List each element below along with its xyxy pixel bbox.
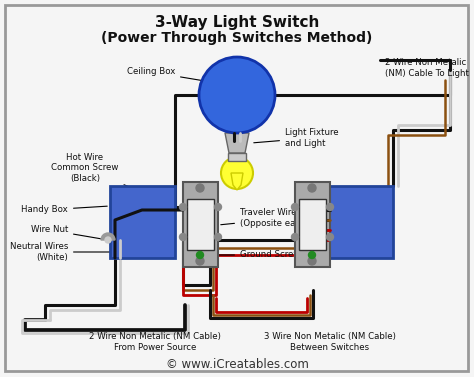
Text: Neutral Wires
(White): Neutral Wires (White) — [9, 242, 117, 262]
Text: 3-Way Light Switch: 3-Way Light Switch — [155, 14, 319, 29]
Circle shape — [292, 204, 299, 210]
FancyBboxPatch shape — [5, 5, 468, 371]
Text: Handy Box: Handy Box — [21, 205, 107, 215]
Text: 2 Wire Non Metalic (NM Cable)
From Power Source: 2 Wire Non Metalic (NM Cable) From Power… — [89, 332, 221, 352]
Text: (Power Through Switches Method): (Power Through Switches Method) — [101, 31, 373, 45]
Circle shape — [309, 251, 316, 259]
Circle shape — [292, 233, 299, 241]
Text: Ceiling Box: Ceiling Box — [127, 67, 226, 84]
Circle shape — [308, 184, 316, 192]
FancyBboxPatch shape — [299, 199, 326, 250]
Text: Traveler Wire Screws
(Opposite each other): Traveler Wire Screws (Opposite each othe… — [221, 208, 335, 228]
Circle shape — [327, 204, 334, 210]
Polygon shape — [231, 173, 243, 190]
Text: Ground Screw (Green): Ground Screw (Green) — [203, 250, 336, 259]
Circle shape — [308, 257, 316, 265]
FancyBboxPatch shape — [228, 153, 246, 161]
Polygon shape — [225, 133, 249, 153]
Circle shape — [196, 184, 204, 192]
FancyBboxPatch shape — [328, 186, 393, 258]
Text: Light Fixture
and Light: Light Fixture and Light — [254, 128, 338, 148]
FancyBboxPatch shape — [187, 199, 214, 250]
Circle shape — [196, 257, 204, 265]
Text: 2 Wire Non Metalic
(NM) Cable To Light: 2 Wire Non Metalic (NM) Cable To Light — [385, 58, 469, 78]
FancyBboxPatch shape — [295, 182, 330, 267]
Circle shape — [197, 251, 203, 259]
Circle shape — [180, 233, 186, 241]
Circle shape — [221, 157, 253, 189]
Circle shape — [105, 237, 111, 243]
Circle shape — [199, 57, 275, 133]
FancyBboxPatch shape — [183, 182, 218, 267]
Text: 3 Wire Non Metalic (NM Cable)
Between Switches: 3 Wire Non Metalic (NM Cable) Between Sw… — [264, 332, 396, 352]
Wedge shape — [101, 233, 115, 240]
Text: Hot Wire
Common Screw
(Black): Hot Wire Common Screw (Black) — [51, 153, 181, 209]
Text: © www.iCreatables.com: © www.iCreatables.com — [165, 359, 309, 371]
Circle shape — [180, 204, 186, 210]
FancyBboxPatch shape — [110, 186, 175, 258]
Text: Wire Nut: Wire Nut — [31, 225, 105, 239]
Circle shape — [327, 233, 334, 241]
Circle shape — [215, 204, 221, 210]
Circle shape — [215, 233, 221, 241]
